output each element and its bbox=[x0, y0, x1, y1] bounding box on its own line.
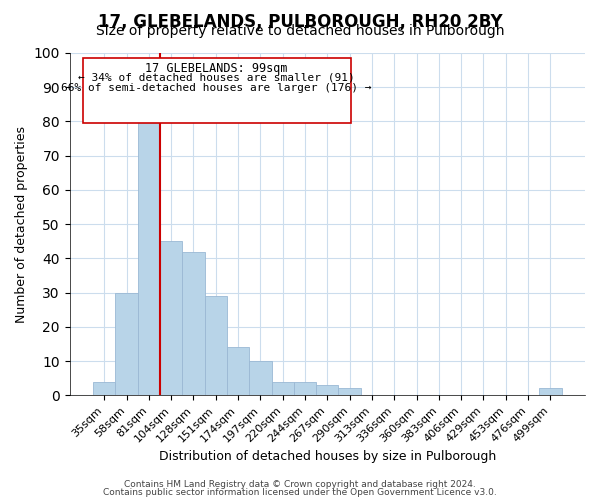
Bar bbox=[93, 382, 115, 395]
Bar bbox=[137, 122, 160, 395]
Text: Contains HM Land Registry data © Crown copyright and database right 2024.: Contains HM Land Registry data © Crown c… bbox=[124, 480, 476, 489]
Bar bbox=[272, 382, 294, 395]
Bar bbox=[115, 292, 137, 395]
X-axis label: Distribution of detached houses by size in Pulborough: Distribution of detached houses by size … bbox=[159, 450, 496, 462]
Bar bbox=[205, 296, 227, 395]
Y-axis label: Number of detached properties: Number of detached properties bbox=[15, 126, 28, 322]
Text: 66% of semi-detached houses are larger (176) →: 66% of semi-detached houses are larger (… bbox=[61, 83, 372, 93]
Bar bbox=[294, 382, 316, 395]
Bar bbox=[249, 361, 272, 395]
Bar bbox=[160, 241, 182, 395]
FancyBboxPatch shape bbox=[83, 58, 350, 123]
Bar bbox=[316, 385, 338, 395]
Text: Size of property relative to detached houses in Pulborough: Size of property relative to detached ho… bbox=[96, 24, 504, 38]
Text: 17 GLEBELANDS: 99sqm: 17 GLEBELANDS: 99sqm bbox=[145, 62, 288, 74]
Text: Contains public sector information licensed under the Open Government Licence v3: Contains public sector information licen… bbox=[103, 488, 497, 497]
Text: ← 34% of detached houses are smaller (91): ← 34% of detached houses are smaller (91… bbox=[78, 72, 355, 83]
Text: 17, GLEBELANDS, PULBOROUGH, RH20 2BY: 17, GLEBELANDS, PULBOROUGH, RH20 2BY bbox=[98, 12, 502, 30]
Bar bbox=[539, 388, 562, 395]
Bar bbox=[227, 348, 249, 395]
Bar bbox=[338, 388, 361, 395]
Bar bbox=[182, 252, 205, 395]
